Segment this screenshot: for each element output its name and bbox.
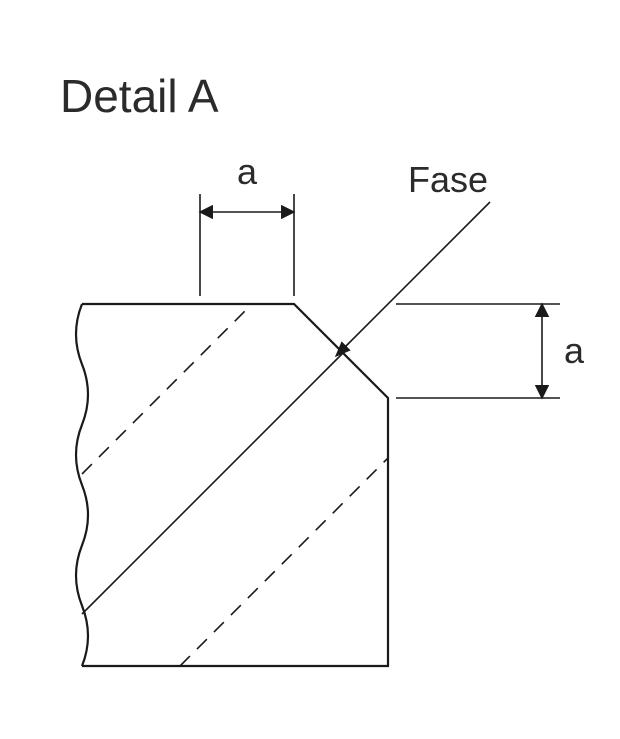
hatch-line xyxy=(82,353,343,614)
hatch-line xyxy=(82,304,252,474)
dim-label-horizontal: a xyxy=(237,151,258,192)
break-line xyxy=(76,304,88,666)
part-section xyxy=(76,304,388,666)
hatch-line xyxy=(180,458,388,666)
callout-label: Fase xyxy=(408,159,488,200)
callout-fase: Fase xyxy=(336,159,490,356)
callout-leader xyxy=(336,202,490,356)
diagram-title: Detail A xyxy=(60,70,219,122)
dimension-vertical: a xyxy=(396,304,585,398)
hatch-lines xyxy=(82,304,388,666)
dim-label-vertical: a xyxy=(564,330,585,371)
dimension-horizontal: a xyxy=(200,151,294,296)
